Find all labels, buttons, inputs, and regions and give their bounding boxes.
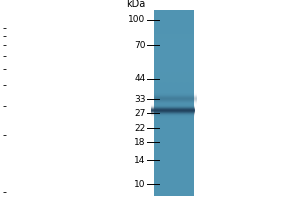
- Text: 70: 70: [134, 41, 146, 50]
- Text: 100: 100: [128, 15, 146, 24]
- Text: 18: 18: [134, 138, 146, 147]
- Text: 22: 22: [134, 124, 146, 133]
- Text: 10: 10: [134, 180, 146, 189]
- Text: 27: 27: [134, 109, 146, 118]
- Text: 33: 33: [134, 95, 146, 104]
- Text: kDa: kDa: [126, 0, 146, 9]
- Text: 14: 14: [134, 156, 146, 165]
- Text: 44: 44: [134, 74, 146, 83]
